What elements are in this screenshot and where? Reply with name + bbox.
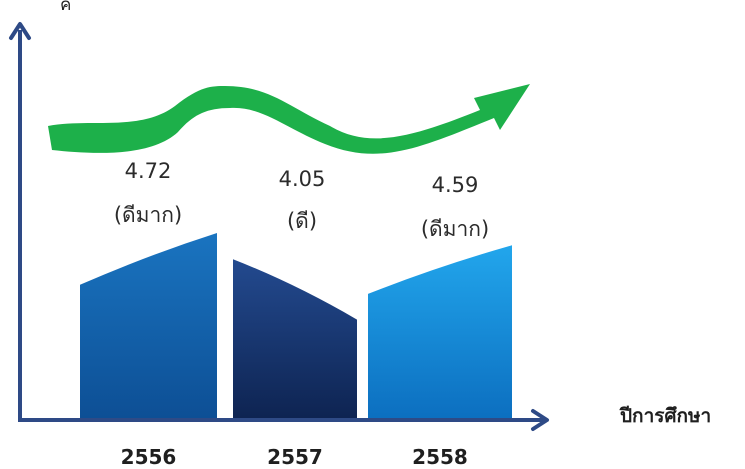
bar-2557: [233, 259, 357, 418]
rating-label: (ดี): [287, 209, 317, 233]
category-label: 2556: [121, 445, 177, 469]
y-axis-label: ค: [60, 0, 71, 15]
category-label: 2557: [267, 445, 323, 469]
bar-2556: [80, 233, 217, 418]
x-axis-arrowhead: [531, 409, 549, 431]
bar-2558: [368, 245, 512, 418]
value-label: 4.72: [125, 159, 172, 183]
y-axis-arrowhead: [9, 22, 31, 40]
value-label: 4.59: [432, 173, 479, 197]
rating-label: (ดีมาก): [421, 217, 489, 241]
category-label: 2558: [412, 445, 468, 469]
value-label: 4.05: [279, 167, 326, 191]
rating-label: (ดีมาก): [114, 203, 182, 227]
trend-arrow: [48, 84, 530, 154]
x-axis-label: ปีการศึกษา: [619, 405, 711, 427]
